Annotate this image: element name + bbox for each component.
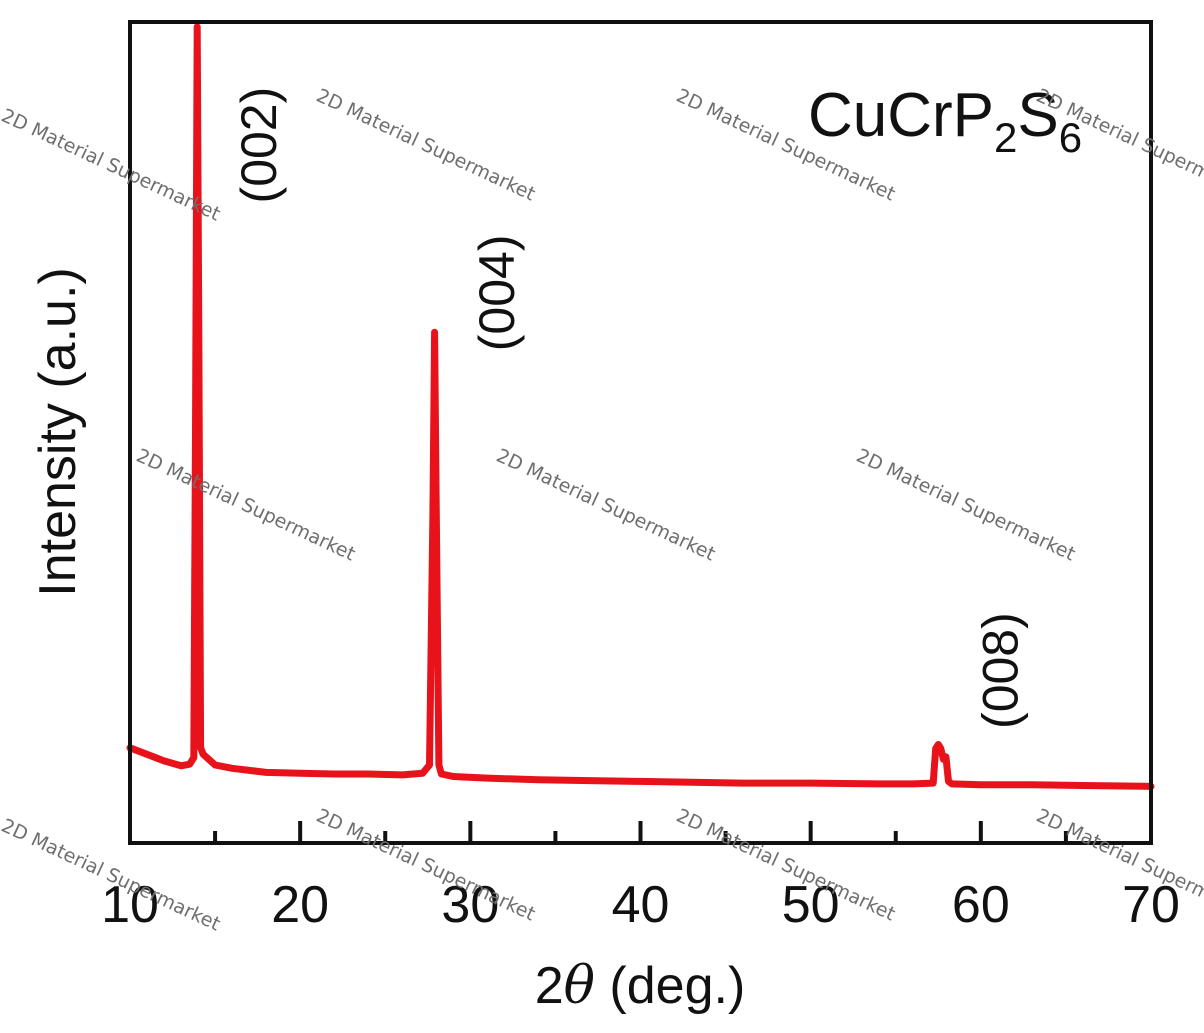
x-axis-title-prefix: 2: [535, 957, 564, 1015]
tick-layer: 10 20 30 40 50 60 70: [101, 821, 1180, 934]
series-layer: [126, 23, 1155, 790]
x-tick-label: 10: [101, 876, 159, 934]
x-tick-label: 30: [441, 876, 499, 934]
y-axis-title: Intensity (a.u.): [29, 267, 87, 596]
compound-mid: S: [1017, 81, 1058, 150]
compound-sub1: 2: [994, 114, 1017, 161]
compound-label: CuCrP2S6: [808, 81, 1082, 161]
series-line-0: [126, 23, 1155, 790]
x-tick-label: 60: [952, 876, 1010, 934]
x-tick-label: 20: [271, 876, 329, 934]
x-tick-label: 70: [1122, 876, 1180, 934]
x-axis-title-symbol: θ: [564, 956, 595, 1016]
x-tick-label: 40: [612, 876, 670, 934]
x-axis-title: 2θ (deg.): [535, 956, 746, 1016]
x-tick-label: 50: [782, 876, 840, 934]
compound-main: CuCrP: [808, 81, 994, 150]
peak-label: (008): [973, 612, 1029, 729]
peak-label: (002): [231, 87, 287, 204]
compound-sub2: 6: [1059, 114, 1082, 161]
annotation-layer: (002) (004) (008): [231, 87, 1029, 729]
x-axis-title-suffix: (deg.): [595, 957, 745, 1015]
peak-label: (004): [469, 235, 525, 352]
